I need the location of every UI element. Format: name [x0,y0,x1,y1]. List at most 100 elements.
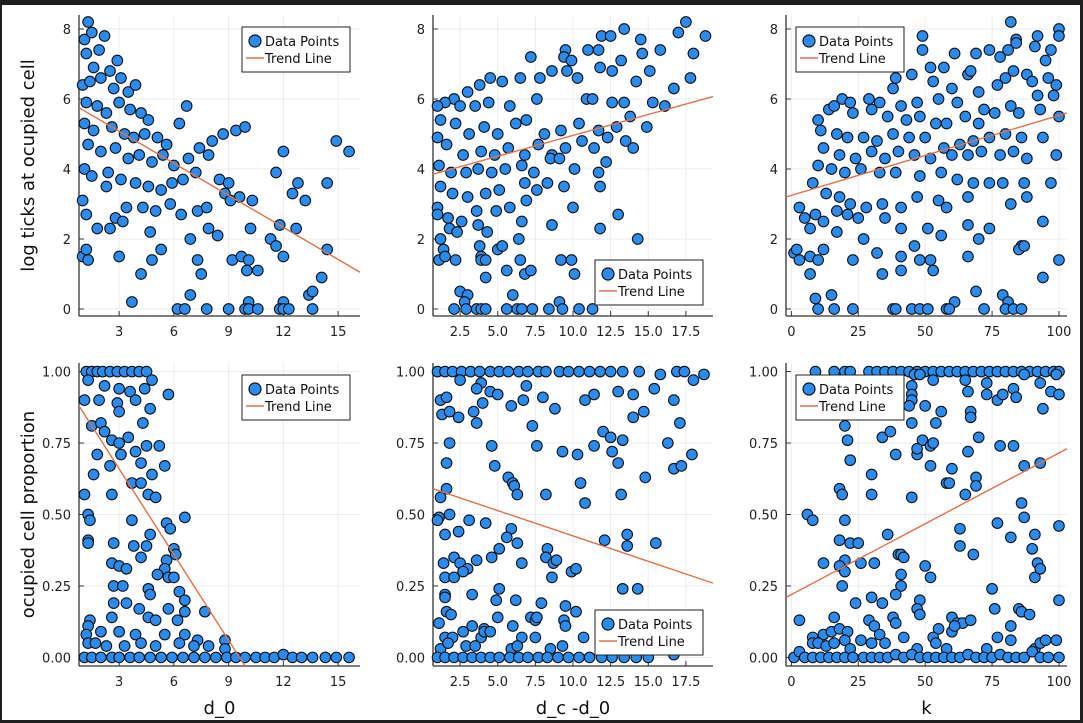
data-point [930,417,942,429]
data-point [1004,620,1017,632]
data-point [85,26,98,39]
data-point [481,226,494,238]
data-point [996,177,1009,189]
y-tick-label: 2 [63,233,71,248]
x-axis-label: k [921,698,932,719]
data-point [520,194,533,207]
data-point [559,600,572,612]
data-point [970,480,982,492]
data-point [938,61,950,74]
data-point [526,303,539,315]
data-point [479,187,492,200]
data-point [962,445,974,458]
data-point [948,47,961,60]
data-point [916,30,929,42]
data-point [330,135,343,147]
data-point [153,440,166,452]
data-point [921,222,934,235]
data-point [876,597,889,609]
data-point [144,588,157,601]
data-point [116,215,129,228]
data-point [793,201,806,214]
data-point [988,107,1001,119]
data-point [124,103,136,116]
data-point [916,44,929,56]
data-point [439,528,451,541]
data-point [913,608,926,621]
data-point [454,100,466,112]
y-tick-label: 0.00 [42,651,71,666]
data-point [89,637,102,649]
data-point [244,222,257,235]
data-point [140,365,153,378]
data-point [900,114,913,126]
data-point [113,382,125,395]
data-point [144,226,157,238]
data-point [1053,594,1065,607]
data-point [457,149,469,161]
data-point [95,72,107,84]
data-point [82,254,94,266]
data-point [550,554,563,567]
trend-line [433,488,714,584]
data-point [631,233,644,245]
data-point [1039,54,1052,67]
data-point [188,640,200,652]
data-point [270,240,282,252]
data-point [876,431,889,444]
data-point [146,156,158,168]
data-point [467,405,480,418]
data-point [85,170,98,182]
data-point [1042,72,1055,84]
data-point [606,65,618,77]
data-point [546,219,558,231]
data-point [627,388,640,401]
trend-line [79,107,361,273]
data-point [469,100,482,112]
data-point [618,23,631,35]
data-point [343,651,355,664]
data-point [919,400,932,412]
data-point [129,445,142,458]
data-point [1034,377,1047,389]
x-tick-label: 25 [850,325,867,340]
data-point [164,198,177,210]
data-point [535,597,548,609]
legend-box [594,609,704,656]
data-point [135,457,147,469]
data-point [124,385,136,398]
data-point [616,582,629,595]
data-point [921,303,934,315]
data-point [479,303,492,315]
data-point [241,264,253,277]
x-tick-label: 15 [330,325,347,340]
y-axis-label: ocupied cell proportion [18,411,39,618]
data-point [962,191,974,203]
x-axis-label: d_0 [204,698,236,719]
data-point [166,651,178,664]
data-point [844,96,857,109]
data-point [440,391,453,404]
legend-box [241,26,351,73]
data-point [473,240,486,252]
data-point [155,184,167,196]
data-point [330,651,343,664]
data-point [457,565,469,578]
data-point [434,114,447,126]
data-point [1023,608,1036,621]
data-point [924,571,937,584]
data-point [479,271,492,284]
data-point [855,634,867,647]
data-point [637,405,650,418]
data-point [672,26,685,39]
data-point [633,365,646,378]
legend-label-points: Data Points [618,618,692,633]
data-point [828,100,841,112]
data-point [91,100,104,112]
data-point [524,51,537,63]
data-point [930,637,942,649]
data-point [565,54,578,67]
data-point [889,448,902,461]
data-point [986,582,998,595]
data-point [881,528,894,541]
